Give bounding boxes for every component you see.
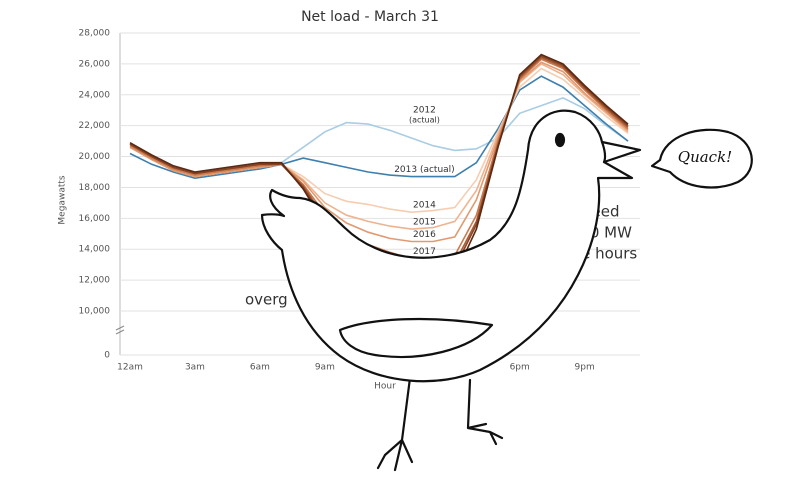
- y-tick-label: 16,000: [79, 214, 111, 224]
- duck: [260, 109, 753, 472]
- speech-text: Quack!: [678, 148, 732, 166]
- y-tick-label: 18,000: [79, 183, 111, 193]
- series-label: 2014: [413, 201, 436, 211]
- x-tick-label: 6pm: [510, 363, 530, 373]
- y-tick-label: 12,000: [79, 276, 111, 286]
- y-tick-label: 28,000: [79, 29, 111, 39]
- x-tick-label: 9am: [315, 363, 335, 373]
- x-tick-label: 6am: [250, 363, 270, 373]
- x-tick-label: 9pm: [575, 363, 595, 373]
- x-axis-title: Hour: [374, 382, 396, 392]
- y-axis-title: Megawatts: [58, 175, 68, 224]
- x-tick-label: 12am: [117, 363, 143, 373]
- plot: 0 10,000 12,000 14,000 16,000 18,000 20,000 22,…: [79, 29, 640, 373]
- chart-title: Net load - March 31: [301, 9, 439, 25]
- series-line: [129, 61, 629, 243]
- series-label: 2013 (actual): [394, 165, 455, 175]
- series-note: (actual): [409, 116, 440, 125]
- y-tick-label: 22,000: [79, 121, 111, 131]
- series-line: [129, 58, 629, 261]
- axis-break: [115, 325, 125, 335]
- y-tick-label: 14,000: [79, 245, 111, 255]
- y-tick-label: 24,000: [79, 90, 111, 100]
- y-tick-label: 20,000: [79, 152, 111, 162]
- x-tick-label: 3am: [185, 363, 205, 373]
- y-tick-label: 0: [104, 351, 110, 361]
- series-line: [129, 75, 629, 180]
- y-tick-label: 10,000: [79, 307, 111, 317]
- series-label: 2016: [413, 230, 436, 240]
- series-label: 2012: [413, 106, 436, 116]
- annotation: overg: [245, 291, 288, 309]
- y-tick-label: 26,000: [79, 59, 111, 69]
- series-label: 2017: [413, 247, 436, 257]
- series-label: 2015: [413, 218, 436, 228]
